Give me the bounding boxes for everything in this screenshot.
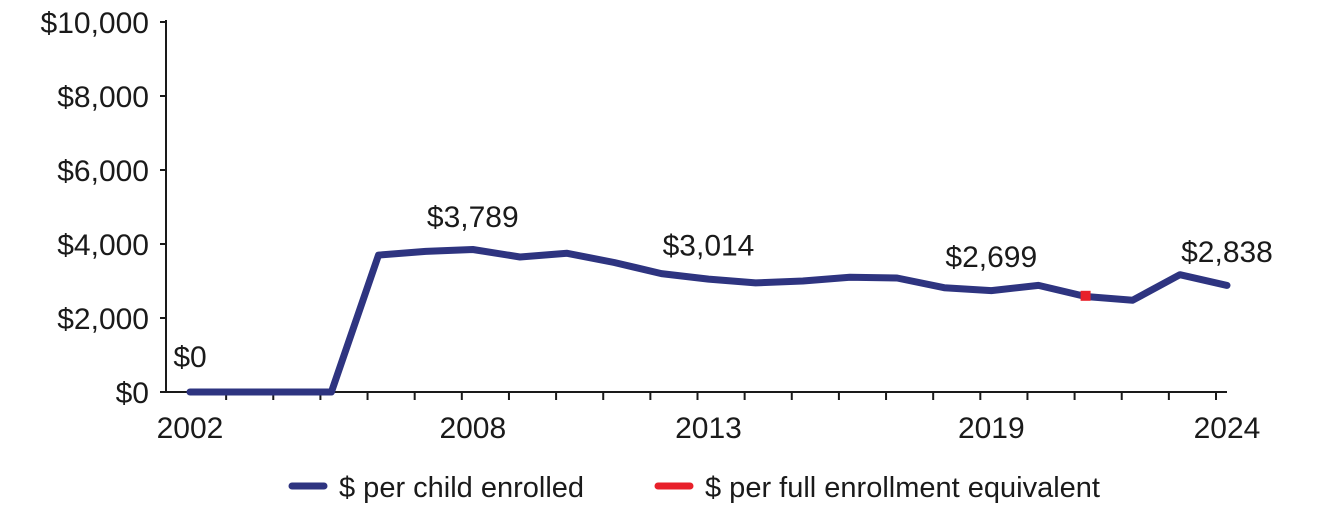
legend-label: $ per full enrollment equivalent [705,472,1100,504]
data-label: $3,789 [427,201,519,234]
legend: $ per child enrolled $ per full enrollmen… [288,472,1100,504]
x-tick-label: 2024 [1194,412,1261,445]
x-tick-label: 2002 [157,412,224,445]
legend-label: $ per child enrolled [339,472,584,504]
y-tick-label: $6,000 [57,155,149,188]
data-label: $0 [173,341,206,374]
y-tick-label: $8,000 [57,81,149,114]
series-point-1 [1080,290,1091,301]
axes: $0 $2,000 $4,000 $6,000 $8,000 $10,000 2002 200… [41,7,1261,445]
data-label: $3,014 [663,229,755,262]
x-tick-label: 2008 [439,412,506,445]
y-tick-label: $4,000 [57,229,149,262]
y-tick-label: $0 [116,377,149,410]
labels-layer: $0 $3,789 $3,014 $2,699 $2,838 [173,201,1273,374]
y-tick-label: $10,000 [41,7,149,40]
series-layer [186,246,1231,396]
y-tick-label: $2,000 [57,303,149,336]
data-label: $2,699 [945,241,1037,274]
series-line-0 [186,246,1231,396]
data-label: $2,838 [1181,236,1273,269]
x-tick-label: 2013 [675,412,742,445]
x-tick-label: 2019 [958,412,1025,445]
